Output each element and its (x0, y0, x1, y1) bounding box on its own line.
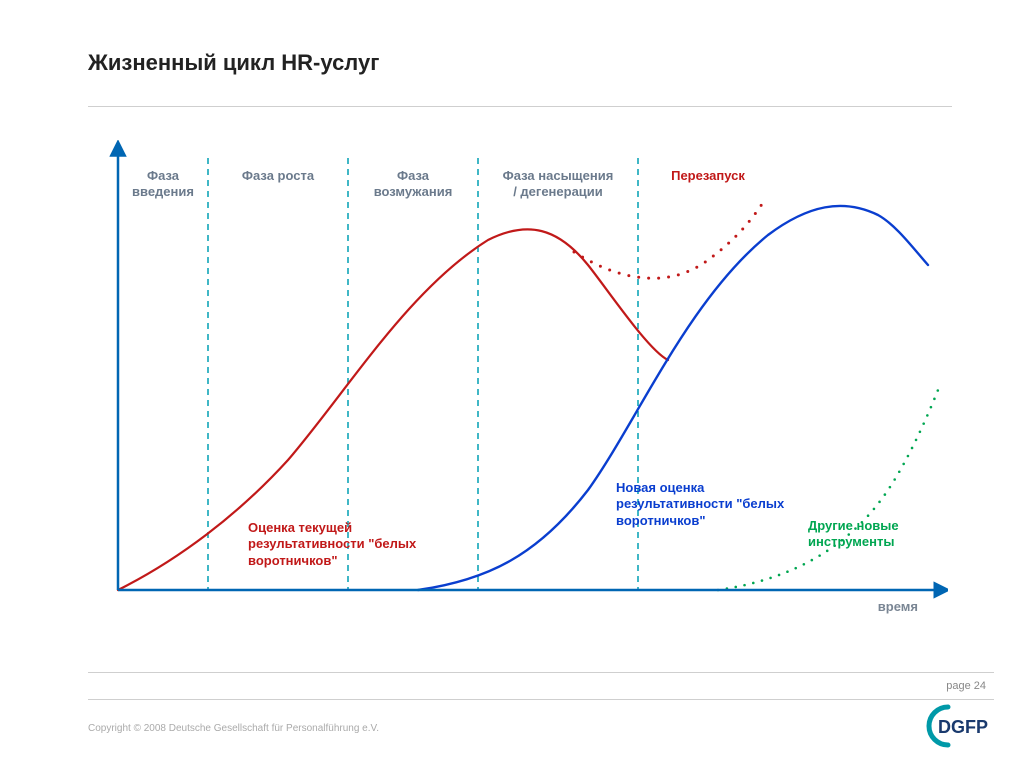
annot-blue: Новая оценка результативности "белых вор… (616, 480, 836, 529)
copyright: Copyright © 2008 Deutsche Gesellschaft f… (88, 723, 379, 734)
logo-text: DGFP (938, 717, 988, 737)
x-axis-label: время (858, 599, 918, 615)
phase-label-4: Перезапуск (638, 168, 778, 184)
page-number: page 24 (946, 680, 986, 692)
annot-red: Оценка текущей результативности "белых в… (248, 520, 468, 569)
phase-label-2: Фаза возмужания (343, 168, 483, 201)
title-divider (88, 106, 952, 107)
phase-label-1: Фаза роста (208, 168, 348, 184)
lifecycle-chart: Фаза введенияФаза ростаФаза возмужанияФа… (88, 140, 948, 620)
phase-label-3: Фаза насыщения / дегенерации (488, 168, 628, 201)
footer-bar: page 24 (88, 672, 994, 700)
dgfp-logo: DGFP (920, 701, 990, 756)
slide-title: Жизненный цикл HR-услуг (88, 50, 952, 76)
annot-green: Другие новые инструменты (808, 518, 968, 551)
